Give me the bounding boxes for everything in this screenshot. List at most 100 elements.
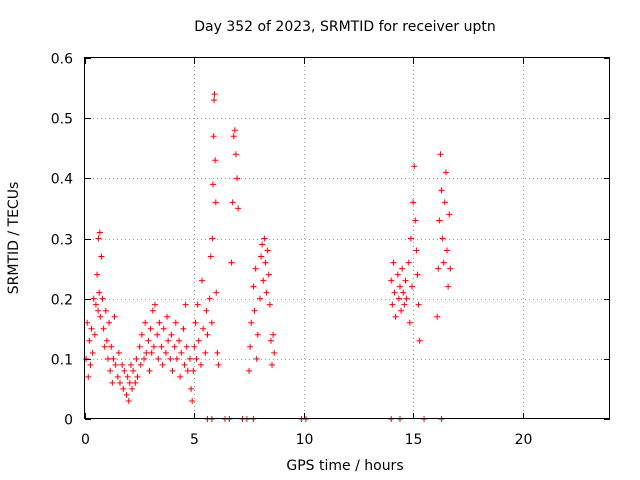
data-point [403, 295, 410, 302]
data-point [435, 265, 442, 272]
y-tick-label: 0.1 [51, 353, 73, 369]
x-tick-label: 20 [515, 432, 533, 448]
axis-ticks: 0 5 10 15 20 0 0.1 0.2 0.3 0.4 0.5 0.6 [51, 52, 610, 448]
data-point [123, 391, 130, 398]
data-point [182, 301, 189, 308]
data-point [168, 331, 175, 338]
data-point [401, 301, 408, 308]
data-point [188, 385, 195, 392]
data-point [102, 307, 109, 314]
data-point [110, 355, 117, 362]
data-point [391, 289, 398, 296]
data-point [178, 349, 185, 356]
data-point [106, 319, 113, 326]
data-point [442, 169, 449, 176]
data-point [165, 337, 172, 344]
x-tick-label: 0 [81, 432, 90, 448]
data-point [400, 289, 407, 296]
data-point [266, 301, 273, 308]
data-point [183, 343, 190, 350]
data-point [230, 133, 237, 140]
data-point [261, 235, 268, 242]
data-point [264, 247, 271, 254]
data-point [158, 343, 165, 350]
data-point [99, 295, 106, 302]
data-point [438, 187, 445, 194]
data-point [145, 337, 152, 344]
data-point [436, 217, 443, 224]
data-point [203, 307, 210, 314]
data-point [117, 379, 123, 386]
data-point [399, 265, 406, 272]
data-point [414, 271, 421, 278]
data-point [434, 313, 441, 320]
data-point [199, 277, 206, 284]
data-point [247, 343, 254, 350]
data-point [97, 313, 104, 320]
data-point [202, 349, 209, 356]
data-point [119, 361, 126, 368]
data-point [171, 343, 178, 350]
y-tick-label: 0.4 [51, 172, 73, 188]
data-point [91, 331, 98, 338]
data-point [444, 247, 451, 254]
data-point [160, 325, 167, 332]
data-point [258, 253, 265, 260]
data-point [251, 307, 258, 314]
data-point [254, 331, 261, 338]
y-tick-label: 0.5 [51, 112, 73, 128]
data-point [180, 325, 187, 332]
data-point [101, 343, 108, 350]
data-point [259, 241, 266, 248]
data-point [112, 361, 119, 368]
data-point [156, 319, 163, 326]
data-point [253, 355, 260, 362]
data-point [85, 373, 92, 380]
data-point [90, 295, 97, 302]
data-point [134, 373, 141, 380]
data-point [197, 361, 204, 368]
data-point [398, 307, 405, 314]
data-point [146, 367, 153, 374]
data-point [108, 343, 115, 350]
data-point [211, 97, 218, 104]
data-point [147, 325, 154, 332]
data-point [181, 361, 188, 368]
data-point [194, 301, 201, 308]
data-point [126, 379, 133, 386]
data-point [212, 157, 219, 164]
data-point [210, 133, 217, 140]
data-point [234, 175, 241, 182]
data-point [130, 367, 137, 374]
data-point [389, 301, 396, 308]
data-point [133, 355, 140, 362]
data-point [107, 367, 114, 374]
data-point [136, 343, 143, 350]
x-tick-label: 5 [190, 432, 199, 448]
y-tick-label: 0.6 [51, 52, 73, 68]
data-point [152, 301, 158, 308]
data-point [215, 361, 222, 368]
data-point [125, 397, 132, 404]
data-point [109, 379, 116, 386]
data-point [246, 367, 253, 374]
data-point [397, 283, 403, 290]
data-point [96, 289, 103, 296]
data-point [132, 379, 139, 386]
data-point [410, 199, 417, 206]
data-point [411, 163, 418, 170]
x-tick-label: 10 [296, 432, 314, 448]
data-point [190, 367, 197, 374]
data-point [121, 367, 128, 374]
data-point [143, 349, 150, 356]
data-point [189, 397, 196, 404]
data-point [83, 355, 90, 362]
data-point [407, 235, 414, 242]
data-point [159, 361, 166, 368]
data-point [267, 337, 274, 344]
data-point [111, 313, 118, 320]
data-point [208, 319, 215, 326]
data-point [412, 217, 419, 224]
data-point [98, 253, 105, 260]
